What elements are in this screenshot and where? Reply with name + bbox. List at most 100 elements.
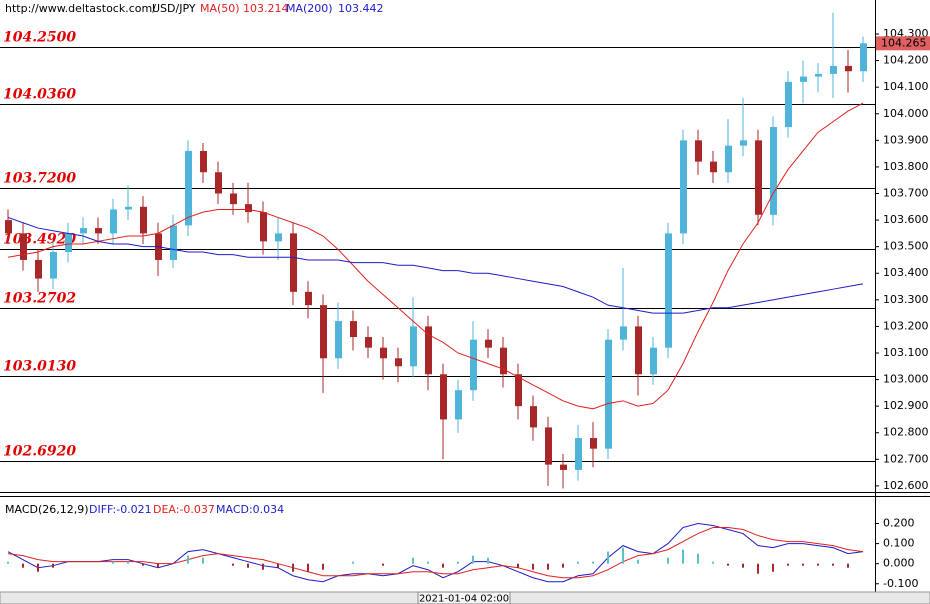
y-tick-label: 0.200 <box>883 517 915 530</box>
ma50-legend: MA(50) <box>200 2 240 15</box>
candle-body <box>140 206 147 234</box>
y-tick-label: -0.100 <box>883 577 918 590</box>
diff-legend: DIFF:-0.021 <box>89 503 152 516</box>
level-label: 103.0130 <box>3 359 76 375</box>
candle-body <box>380 347 387 359</box>
candle-body <box>620 326 627 340</box>
candle-body <box>200 150 207 173</box>
candle-body <box>485 339 492 348</box>
candle-body <box>455 390 462 420</box>
candle-body <box>635 326 642 375</box>
candle-body <box>695 140 702 162</box>
date-box <box>417 591 511 604</box>
candle-body <box>95 228 102 234</box>
date-label: 2021-01-04 02:00 <box>419 594 509 604</box>
candle-body <box>770 127 777 215</box>
y-tick-label: 102.800 <box>883 426 929 439</box>
candle-body <box>335 321 342 359</box>
candle-body <box>680 140 687 234</box>
y-tick-label: 103.500 <box>883 240 929 253</box>
candle-body <box>710 161 717 173</box>
y-tick-label: 103.000 <box>883 373 929 386</box>
candle-body <box>185 150 192 226</box>
y-tick-label: 104.000 <box>883 107 929 120</box>
candle-body <box>755 140 762 215</box>
candle-body <box>650 347 657 375</box>
candle-body <box>395 358 402 367</box>
level-label: 104.2500 <box>3 30 76 46</box>
candle-body <box>275 233 282 242</box>
candle-body <box>215 172 222 194</box>
candle-body <box>320 305 327 359</box>
candle-body <box>590 438 597 449</box>
candle-body <box>110 209 117 234</box>
candle-body <box>50 251 57 279</box>
candle-body <box>665 233 672 348</box>
macd-title: MACD(26,12,9) <box>5 503 89 516</box>
last-price-box <box>876 36 930 51</box>
candle-body <box>440 374 447 420</box>
candle-body <box>350 321 357 338</box>
candle-body <box>815 73 822 77</box>
candle-body <box>425 326 432 375</box>
ma-line <box>7 216 864 314</box>
candle-body <box>410 326 417 367</box>
level-label: 102.6920 <box>3 444 76 460</box>
last-price-label: 104.265 <box>881 36 927 49</box>
candle-body <box>575 438 582 470</box>
ma50-value: 103.214 <box>243 2 289 15</box>
symbol: USD/JPY <box>152 2 196 15</box>
candle-body <box>530 406 537 428</box>
candle-body <box>605 339 612 449</box>
candle-body <box>170 225 177 260</box>
dea-legend: DEA:-0.037 <box>153 503 215 516</box>
candle-body <box>245 204 252 213</box>
candle-body <box>740 140 747 146</box>
y-tick-label: 0.100 <box>883 537 915 550</box>
y-tick-label: 103.900 <box>883 133 929 146</box>
candle-body <box>290 233 297 292</box>
y-tick-label: 0.000 <box>883 557 915 570</box>
candle-body <box>65 233 72 252</box>
y-tick-label: 103.700 <box>883 187 929 200</box>
y-tick-label: 103.300 <box>883 293 929 306</box>
y-tick-label: 103.200 <box>883 319 929 332</box>
candle-body <box>515 374 522 407</box>
candle-body <box>785 81 792 128</box>
candle-body <box>230 193 237 205</box>
candle-body <box>845 65 852 72</box>
y-tick-label: 103.100 <box>883 346 929 359</box>
candle-body <box>5 220 12 234</box>
y-tick-label: 104.200 <box>883 54 929 67</box>
candle-body <box>725 145 732 173</box>
y-tick-label: 103.800 <box>883 160 929 173</box>
candle-body <box>260 212 267 242</box>
candle-body <box>305 291 312 306</box>
candle-body <box>800 76 807 82</box>
candle-body <box>470 339 477 391</box>
candle-body <box>500 347 507 375</box>
candle-body <box>125 206 132 210</box>
candle-body <box>545 427 552 465</box>
candle-body <box>20 233 27 260</box>
candle-body <box>860 43 867 72</box>
macd-line <box>7 527 864 579</box>
y-tick-label: 104.100 <box>883 80 929 93</box>
y-tick-label: 102.700 <box>883 452 929 465</box>
candle-body <box>35 259 42 279</box>
ma200-legend: MA(200) <box>286 2 333 15</box>
candle-body <box>365 337 372 348</box>
source-url: http://www.deltastock.com/ <box>5 2 156 15</box>
candle-body <box>560 464 567 470</box>
level-label: 103.7200 <box>3 171 76 187</box>
candle-body <box>80 228 87 234</box>
y-tick-label: 102.600 <box>883 479 929 492</box>
y-tick-label: 103.600 <box>883 213 929 226</box>
ma-line <box>7 102 864 410</box>
ma200-value: 103.442 <box>338 2 384 15</box>
level-label: 104.0360 <box>3 87 76 103</box>
y-tick-label: 102.900 <box>883 399 929 412</box>
macd-legend: MACD:0.034 <box>216 503 284 516</box>
